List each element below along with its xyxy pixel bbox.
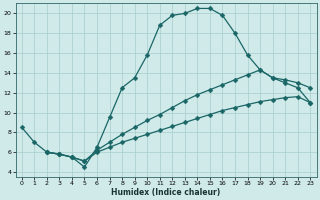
X-axis label: Humidex (Indice chaleur): Humidex (Indice chaleur) <box>111 188 221 197</box>
